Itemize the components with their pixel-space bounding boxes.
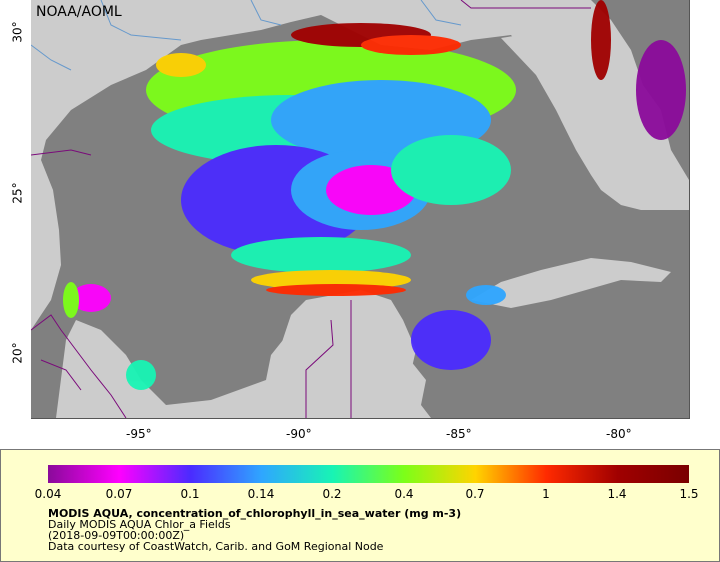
colorbar-tick-label: 0.2 <box>322 487 342 501</box>
colorbar-tick-label: 1.5 <box>679 487 699 501</box>
map-panel[interactable] <box>31 0 690 419</box>
political-borders <box>31 0 591 418</box>
colorbar-tick-label: 1 <box>542 487 550 501</box>
colorbar-tick-label: 0.4 <box>394 487 414 501</box>
colorbar-tick-label: 0.1 <box>180 487 200 501</box>
cuba-land <box>471 258 671 308</box>
colorbar-tick-label: 0.14 <box>247 487 275 501</box>
legend-date: (2018-09-09T00:00:00Z) <box>48 529 185 542</box>
colorbar-tick-label: 0.7 <box>465 487 485 501</box>
legend-panel: 0.04 0.07 0.1 0.14 0.2 0.4 0.7 1 1.4 1.5… <box>0 449 720 562</box>
legend-credit: Data courtesy of CoastWatch, Carib. and … <box>48 540 384 553</box>
lat-tick-label: 25° <box>10 182 25 204</box>
colorbar-tick-label: 0.04 <box>34 487 62 501</box>
legend-title: MODIS AQUA, concentration_of_chlorophyll… <box>48 507 462 520</box>
chlorophyll-map <box>31 0 689 418</box>
chlorophyll-field <box>63 0 686 390</box>
legend-dataset: Daily MODIS AQUA Chlor_a Fields <box>48 518 231 531</box>
yucatan-land <box>271 290 416 418</box>
lon-tick-label: -90° <box>286 427 312 441</box>
colorbar-tick-label: 0.07 <box>105 487 133 501</box>
lon-tick-label: -80° <box>606 427 632 441</box>
colorbar-gradient <box>48 465 689 483</box>
lat-tick-label: 30° <box>10 21 25 43</box>
rivers <box>31 0 462 71</box>
colorbar-tick-label: 1.4 <box>607 487 627 501</box>
lat-tick-label: 20° <box>10 342 25 364</box>
lon-tick-label: -85° <box>446 427 472 441</box>
lon-tick-label: -95° <box>126 427 152 441</box>
credit-label: NOAA/AOML <box>36 4 122 20</box>
colorbar <box>48 465 689 483</box>
